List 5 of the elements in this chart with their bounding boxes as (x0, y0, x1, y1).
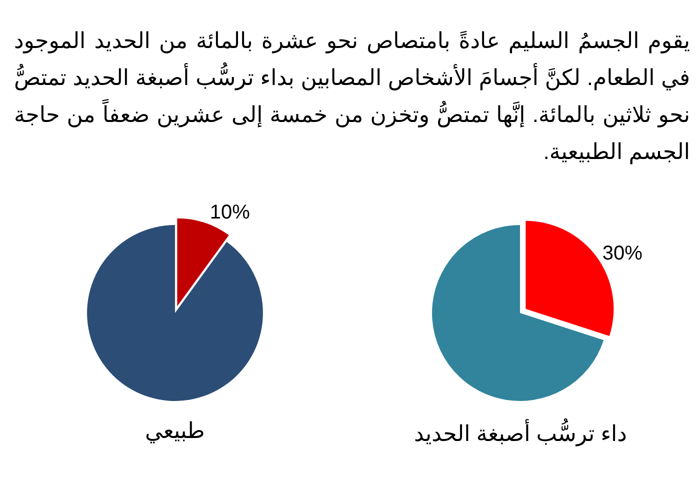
data-label: 30% (602, 242, 643, 264)
text: داء ترسُّب أصبغة الحديد (414, 418, 627, 447)
text: يقوم الجسمُ السليم عادةً بامتصاص نحو عشرة بالمائة من الحديد الموجود في الطعام. لكنَّ أجسامَ الأشخاص المصابين بداء ترسُّب أصبغة الحديد تمتصُّ نحو ثلاثين بالمائة. إنَّها تمتصُّ وتخزن من خمسة إلى عشرين ضعفاً من حاجة الجسم الطبيعية. (14, 27, 690, 166)
data-label: 10% (210, 202, 250, 224)
text: طبيعي (145, 418, 205, 444)
